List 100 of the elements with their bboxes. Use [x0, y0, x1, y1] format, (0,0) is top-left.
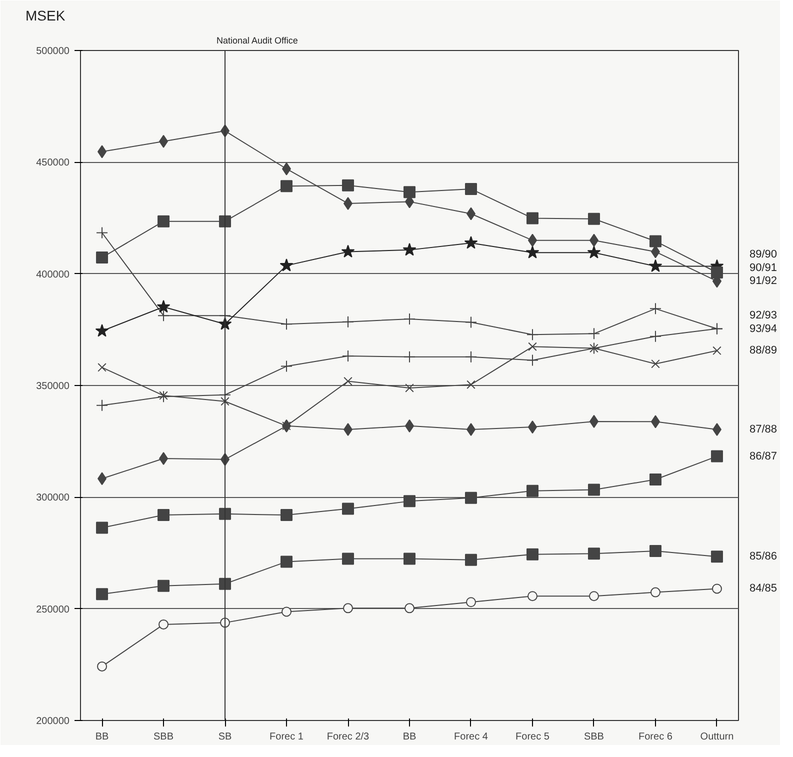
point: [97, 661, 108, 672]
x-tick-label: SBB: [154, 732, 174, 742]
point: [588, 212, 600, 225]
point: [649, 330, 662, 342]
point: [710, 266, 723, 278]
point: [344, 422, 353, 436]
point: [342, 552, 354, 565]
point: [342, 179, 354, 192]
y-tick-label: 500000: [36, 46, 70, 57]
text: 89/90: [750, 248, 778, 260]
point: [159, 452, 168, 466]
point: [95, 324, 109, 337]
point: [526, 328, 538, 341]
point: [282, 162, 292, 176]
point: [96, 226, 108, 239]
x-tick-label: BB: [95, 732, 110, 742]
y-tick-label: 400000: [36, 269, 70, 280]
text: 84/85: [750, 582, 778, 595]
point: [588, 548, 600, 560]
point: [402, 242, 416, 256]
point: [404, 495, 416, 508]
point: [466, 597, 476, 608]
point: [404, 186, 416, 198]
point: [650, 245, 660, 258]
point: [158, 509, 170, 522]
point: [405, 384, 414, 392]
point: [464, 182, 477, 195]
x-tick-label: SBB: [584, 732, 604, 742]
point: [341, 244, 355, 258]
point: [710, 450, 723, 462]
point: [589, 414, 598, 428]
point: [528, 420, 537, 434]
ref-line-label: National Audit Office: [216, 36, 298, 46]
y-tick-label: 300000: [36, 492, 70, 504]
point: [96, 588, 108, 600]
point: [649, 474, 662, 486]
point: [651, 359, 660, 368]
point: [159, 391, 168, 400]
y-axis-title: MSEK: [26, 8, 66, 24]
point: [343, 603, 354, 614]
point: [528, 234, 537, 247]
point: [280, 509, 293, 522]
x-tick-label: Forec 1: [270, 732, 304, 742]
point: [527, 591, 538, 602]
point: [219, 578, 232, 590]
point: [526, 548, 538, 560]
point: [220, 396, 230, 406]
point: [158, 580, 170, 592]
point: [344, 196, 353, 210]
point: [649, 302, 662, 315]
point: [158, 390, 170, 403]
point: [649, 544, 662, 557]
point: [219, 508, 232, 520]
point: [588, 591, 599, 602]
point: [404, 552, 416, 565]
text: 86/87: [750, 450, 778, 462]
point: [712, 422, 722, 436]
text: 91/92: [750, 275, 778, 288]
point: [589, 234, 598, 247]
point: [158, 215, 170, 228]
point: [158, 619, 169, 630]
point: [344, 376, 352, 386]
point: [280, 258, 294, 272]
point: [404, 350, 416, 363]
point: [280, 180, 293, 192]
x-tick-label: SB: [218, 732, 232, 742]
text: 93/94: [750, 322, 778, 335]
point: [280, 556, 293, 568]
x-tick-label: Forec 5: [516, 732, 550, 742]
point: [464, 350, 477, 363]
point: [96, 522, 108, 534]
x-tick-label: Forec 4: [454, 732, 488, 742]
point: [98, 145, 107, 158]
point: [648, 259, 662, 272]
point: [588, 484, 600, 496]
point: [466, 422, 476, 436]
point: [404, 603, 414, 614]
text: 87/88: [750, 423, 778, 436]
text: 85/86: [750, 550, 778, 563]
point: [464, 316, 477, 328]
point: [282, 422, 291, 430]
point: [528, 342, 537, 352]
point: [342, 316, 354, 328]
y-tick-label: 250000: [36, 604, 70, 616]
text: 88/89: [750, 344, 778, 357]
point: [98, 472, 107, 486]
point: [342, 502, 354, 515]
point: [96, 399, 108, 412]
point: [650, 587, 660, 598]
point: [98, 363, 106, 372]
point: [464, 554, 477, 566]
point: [156, 300, 170, 313]
text: 90/91: [750, 262, 778, 274]
point: [280, 318, 293, 330]
point: [712, 346, 722, 356]
x-tick-label: Outturn: [700, 732, 734, 742]
point: [650, 415, 660, 428]
point: [526, 212, 538, 224]
point: [158, 310, 170, 322]
point: [96, 252, 108, 264]
